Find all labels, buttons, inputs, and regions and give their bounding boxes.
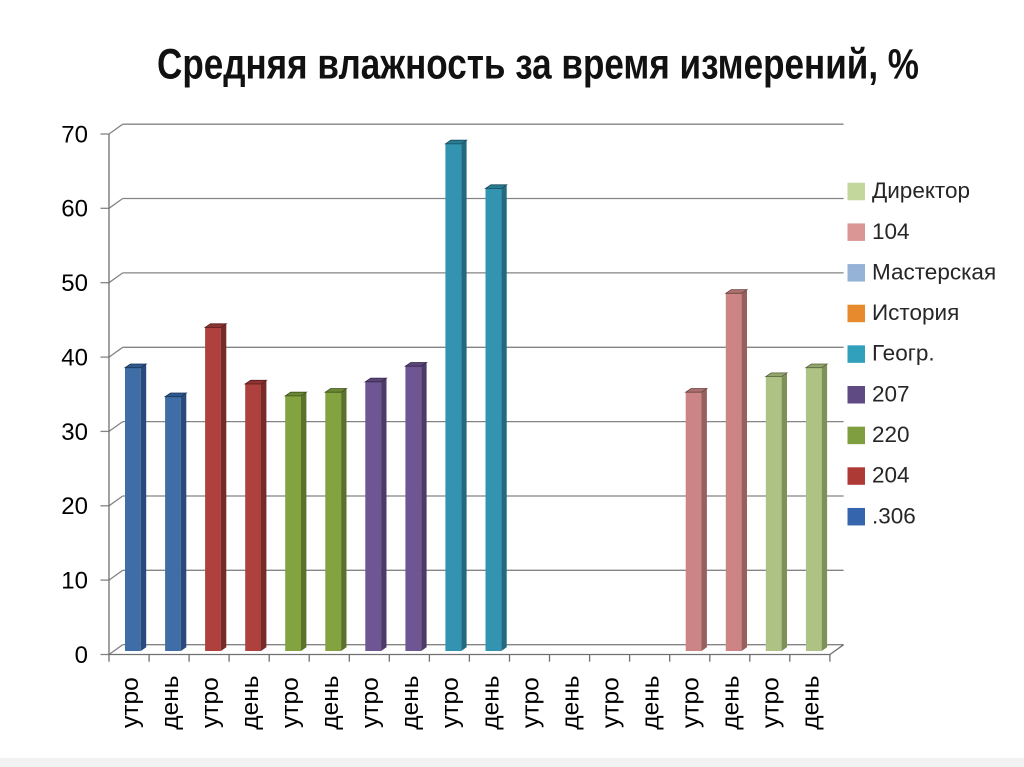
svg-text:день: день [718, 675, 745, 729]
svg-text:70: 70 [61, 121, 88, 148]
svg-text:Геогр.: Геогр. [872, 341, 935, 366]
svg-text:день: день [638, 675, 665, 729]
svg-text:60: 60 [61, 196, 88, 223]
svg-text:утро: утро [117, 677, 144, 728]
svg-text:день: день [798, 675, 825, 729]
svg-text:0: 0 [75, 642, 88, 669]
svg-text:утро: утро [517, 677, 544, 728]
svg-text:204: 204 [872, 463, 910, 488]
svg-text:утро: утро [197, 677, 224, 728]
svg-text:утро: утро [437, 677, 464, 728]
svg-text:день: день [397, 675, 424, 729]
svg-text:30: 30 [61, 419, 88, 446]
svg-text:утро: утро [277, 677, 304, 728]
svg-text:10: 10 [61, 568, 88, 595]
svg-text:утро: утро [357, 677, 384, 728]
svg-text:Средняя влажность за время изм: Средняя влажность за время измерений, % [157, 41, 919, 89]
svg-text:утро: утро [758, 677, 785, 728]
svg-text:утро: утро [597, 677, 624, 728]
svg-text:утро: утро [678, 677, 705, 728]
svg-text:40: 40 [61, 345, 88, 372]
svg-text:.306: .306 [872, 503, 916, 528]
svg-text:день: день [557, 675, 584, 729]
svg-text:207: 207 [872, 381, 910, 406]
svg-text:История: История [872, 300, 959, 325]
svg-text:220: 220 [872, 422, 910, 447]
svg-text:Директор: Директор [872, 178, 970, 203]
svg-text:20: 20 [61, 493, 88, 520]
svg-text:день: день [317, 675, 344, 729]
svg-text:50: 50 [61, 270, 88, 297]
svg-text:Мастерская: Мастерская [872, 259, 996, 284]
svg-text:104: 104 [872, 219, 910, 244]
svg-text:день: день [477, 675, 504, 729]
svg-text:день: день [157, 675, 184, 729]
svg-text:день: день [237, 675, 264, 729]
